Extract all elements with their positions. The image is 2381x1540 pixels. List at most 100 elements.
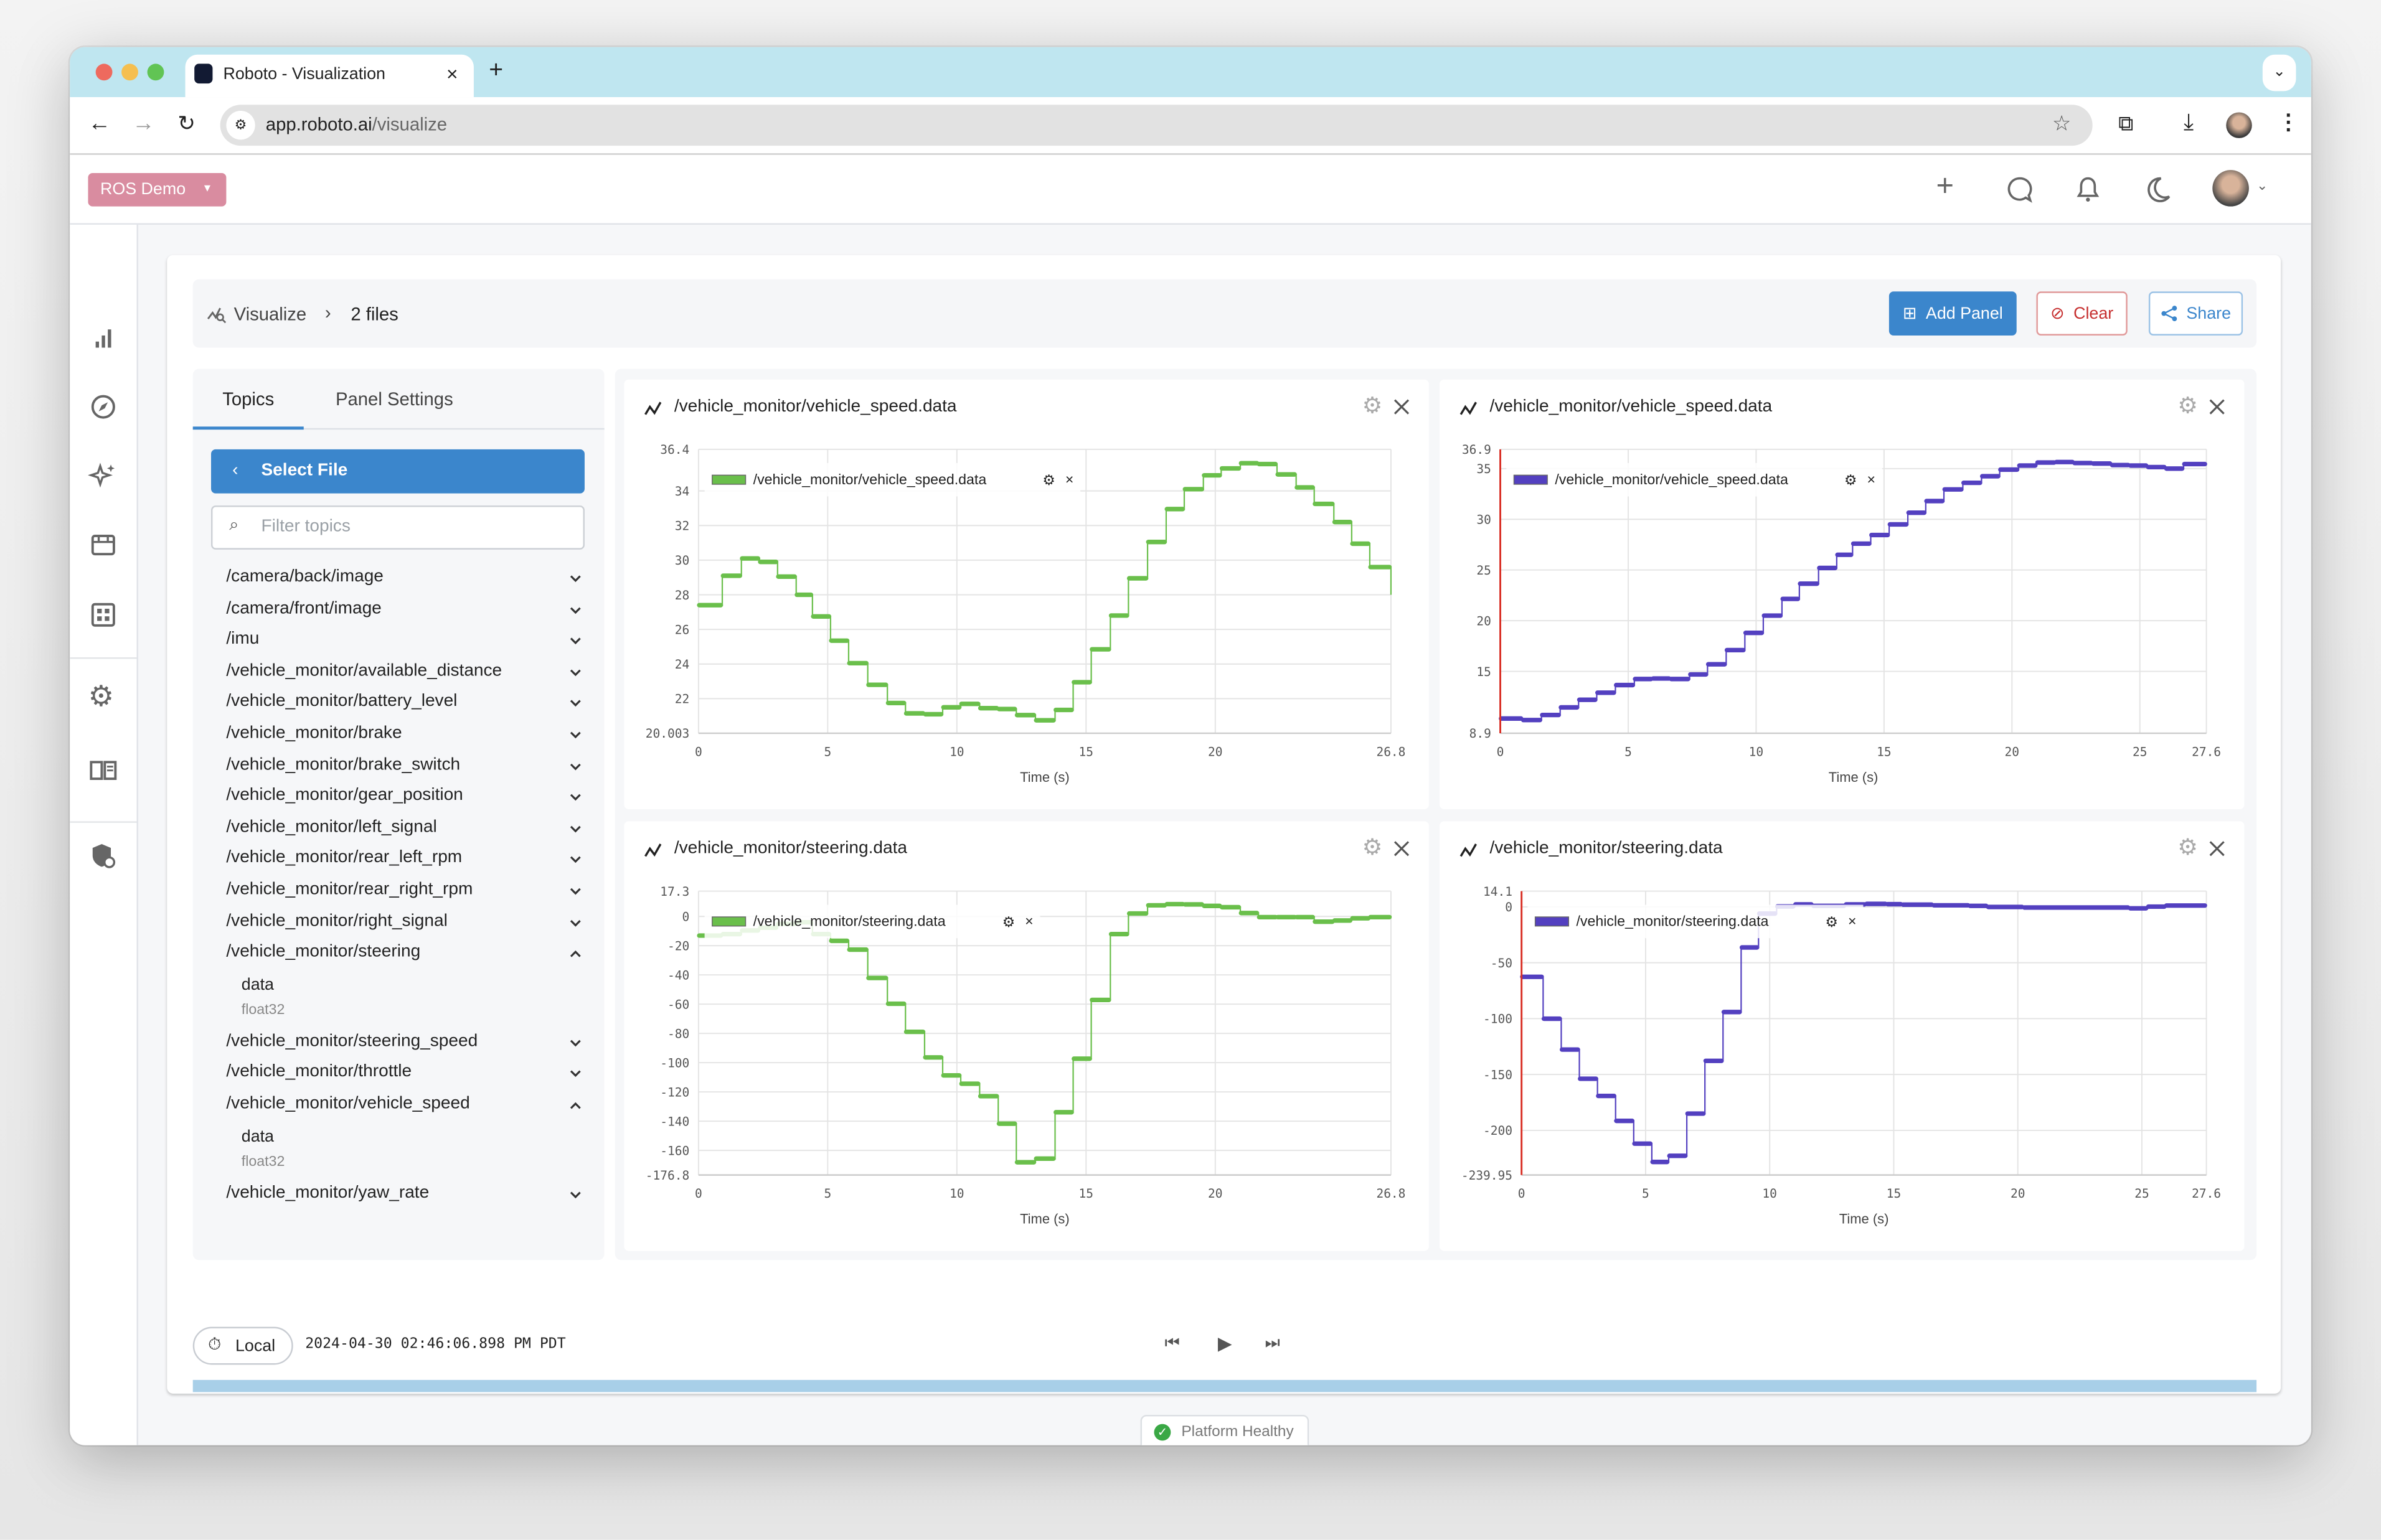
topic-item[interactable]: /vehicle_monitor/gear_position: [226, 787, 583, 811]
topic-item[interactable]: /vehicle_monitor/rear_right_rpm: [226, 881, 583, 905]
topic-name: /vehicle_monitor/battery_level: [226, 693, 458, 711]
timeline-progress-fill: [192, 1379, 2257, 1392]
chevron-down-icon[interactable]: [568, 602, 583, 617]
field-name[interactable]: data: [241, 975, 275, 994]
close-panel-icon[interactable]: [2208, 840, 2226, 858]
chevron-down-icon[interactable]: [568, 852, 583, 867]
topic-item[interactable]: /camera/front/image: [226, 599, 583, 623]
close-panel-icon[interactable]: [1392, 840, 1410, 858]
topic-item[interactable]: /vehicle_monitor/brake: [226, 724, 583, 748]
topic-item[interactable]: /vehicle_monitor/yaw_rate: [226, 1183, 583, 1208]
panel-settings-gear-icon[interactable]: ⚙: [1362, 393, 1383, 420]
stopwatch-icon: ⏱: [208, 1336, 222, 1355]
dark-mode-moon-icon[interactable]: [2146, 176, 2171, 204]
skip-to-end-icon[interactable]: ⏭: [1265, 1334, 1280, 1353]
chevron-down-icon[interactable]: [568, 1186, 583, 1201]
y-tick-label: 0: [1505, 900, 1512, 914]
chevron-down-icon[interactable]: [568, 727, 583, 742]
topic-item[interactable]: /camera/back/image: [226, 568, 583, 592]
chevron-down-icon[interactable]: [568, 1066, 583, 1081]
dashboard-bars-icon[interactable]: [88, 323, 118, 354]
browser-menu-icon[interactable]: ⋮: [2278, 109, 2299, 134]
tab-panel-settings[interactable]: Panel Settings: [336, 377, 453, 426]
y-tick-label: 14.1: [1483, 885, 1512, 899]
topic-item[interactable]: /vehicle_monitor/available_distance: [226, 662, 583, 686]
chevron-down-icon[interactable]: [568, 915, 583, 930]
chevron-down-icon[interactable]: [568, 883, 583, 898]
explore-compass-icon[interactable]: [88, 392, 118, 422]
legend-swatch: [1534, 916, 1570, 927]
clear-button[interactable]: ⊘ Clear: [2036, 291, 2128, 336]
chevron-down-icon[interactable]: [568, 571, 583, 586]
minimize-window-button[interactable]: [121, 63, 138, 81]
topic-item[interactable]: /vehicle_monitor/left_signal: [226, 818, 583, 842]
topic-item[interactable]: /vehicle_monitor/vehicle_speed: [226, 1094, 583, 1119]
line-chart-icon: [1459, 843, 1477, 857]
tab-topics[interactable]: Topics: [192, 377, 304, 430]
plot-panel: /vehicle_monitor/steering.data ⚙ 0 5 10 15 20 2…: [624, 821, 1429, 1251]
new-tab-button[interactable]: +: [489, 57, 504, 84]
platform-status-badge[interactable]: ✓ Platform Healthy: [1140, 1414, 1309, 1445]
close-tab-icon[interactable]: ×: [446, 62, 458, 85]
topic-item[interactable]: /vehicle_monitor/throttle: [226, 1063, 583, 1087]
bookmark-star-icon[interactable]: ☆: [2052, 111, 2072, 136]
panel-settings-gear-icon[interactable]: ⚙: [2177, 393, 2199, 420]
panel-settings-gear-icon[interactable]: ⚙: [2177, 835, 2199, 861]
filter-topics-input[interactable]: ⌕ Filter topics: [210, 505, 585, 550]
forward-arrow-icon[interactable]: →: [132, 111, 155, 137]
user-menu-chevron-icon[interactable]: ⌄: [2256, 177, 2268, 193]
chevron-down-icon[interactable]: [568, 665, 583, 680]
playback-timeline-slider[interactable]: [192, 1379, 2257, 1392]
topic-item[interactable]: /vehicle_monitor/right_signal: [226, 912, 583, 936]
chevron-down-icon[interactable]: [568, 821, 583, 836]
topic-item[interactable]: /imu: [226, 631, 583, 655]
panel-settings-gear-icon[interactable]: ⚙: [1362, 835, 1383, 861]
topic-item[interactable]: /vehicle_monitor/steering: [226, 943, 583, 967]
close-panel-icon[interactable]: [1392, 398, 1410, 416]
chevron-down-icon[interactable]: [568, 696, 583, 711]
ai-sparkles-icon[interactable]: [88, 461, 118, 492]
extensions-puzzle-icon[interactable]: ⧉: [2118, 111, 2134, 136]
breadcrumb-visualize-link[interactable]: Visualize: [233, 303, 307, 325]
org-switcher-button[interactable]: ROS Demo ▼: [88, 173, 227, 207]
browser-tab[interactable]: Roboto - Visualization ×: [185, 54, 474, 98]
close-window-button[interactable]: [95, 63, 113, 81]
admin-shield-icon[interactable]: [88, 841, 118, 871]
docs-book-icon[interactable]: [88, 754, 118, 785]
add-panel-button[interactable]: ⊞ Add Panel: [1888, 291, 2017, 336]
maximize-window-button[interactable]: [147, 63, 164, 81]
site-settings-icon[interactable]: ⚙: [226, 111, 255, 140]
timezone-label: Local: [235, 1337, 276, 1356]
chat-bubble-icon[interactable]: [2006, 176, 2034, 204]
skip-to-start-icon[interactable]: ⏮: [1164, 1334, 1180, 1353]
topic-item[interactable]: /vehicle_monitor/brake_switch: [226, 756, 583, 780]
chevron-down-icon[interactable]: [568, 633, 583, 648]
timezone-toggle[interactable]: ⏱ Local: [192, 1326, 293, 1365]
chevron-down-icon[interactable]: [568, 758, 583, 773]
profile-avatar[interactable]: [2226, 112, 2252, 138]
topic-name: /vehicle_monitor/vehicle_speed: [226, 1094, 470, 1113]
close-panel-icon[interactable]: [2208, 398, 2226, 416]
play-icon[interactable]: ▶: [1217, 1333, 1232, 1355]
share-button[interactable]: Share: [2148, 291, 2243, 336]
url-bar[interactable]: ⚙ app.roboto.ai/visualize ☆: [220, 105, 2093, 146]
select-file-button[interactable]: ‹ Select File: [210, 449, 585, 494]
chevron-up-icon[interactable]: [568, 946, 583, 961]
chevron-down-icon[interactable]: [568, 1035, 583, 1050]
collections-grid-icon[interactable]: [88, 599, 118, 630]
notifications-bell-icon[interactable]: [2076, 176, 2100, 204]
reload-icon[interactable]: ↻: [177, 111, 196, 136]
create-plus-icon[interactable]: +: [1936, 170, 1954, 204]
field-name[interactable]: data: [241, 1127, 275, 1146]
back-arrow-icon[interactable]: ←: [88, 111, 111, 137]
user-avatar[interactable]: [2212, 170, 2249, 207]
topic-item[interactable]: /vehicle_monitor/rear_left_rpm: [226, 849, 583, 873]
settings-gear-icon[interactable]: ⚙: [88, 682, 115, 714]
topic-item[interactable]: /vehicle_monitor/steering_speed: [226, 1032, 583, 1056]
datasets-storefront-icon[interactable]: [88, 530, 118, 560]
chevron-up-icon[interactable]: [568, 1097, 583, 1112]
download-icon[interactable]: ⤓: [2183, 109, 2194, 136]
topic-item[interactable]: /vehicle_monitor/battery_level: [226, 693, 583, 717]
chevron-down-icon[interactable]: [568, 790, 583, 805]
tab-search-chevron-icon[interactable]: ⌄: [2262, 54, 2296, 92]
